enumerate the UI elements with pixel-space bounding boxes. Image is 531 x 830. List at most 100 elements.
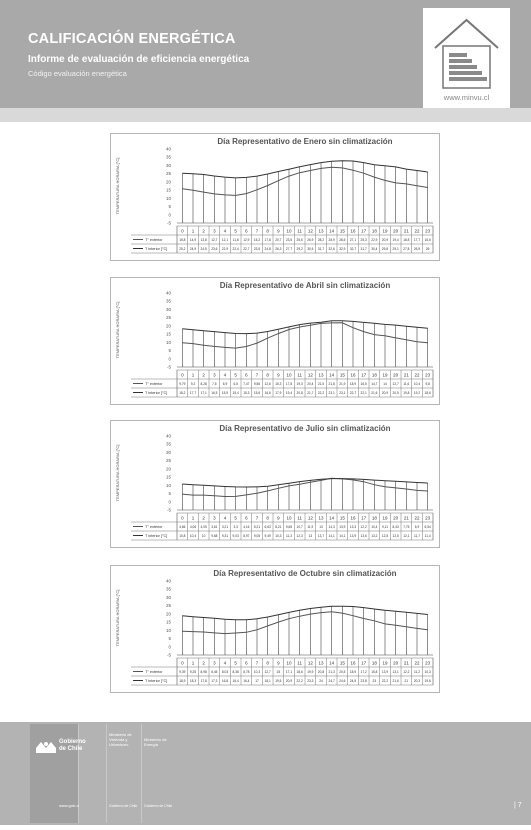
- data-value-label: 21,3: [329, 670, 335, 674]
- data-value-label: 6,63: [265, 525, 271, 529]
- x-tick-label: 2: [202, 373, 205, 378]
- data-value-label: 14,9: [190, 238, 196, 242]
- data-value-label: 19,8: [403, 391, 409, 395]
- y-tick-label: 25: [166, 171, 172, 176]
- data-value-label: 13: [309, 534, 313, 538]
- data-value-label: 12,7: [265, 670, 271, 674]
- series-line-interior: [182, 320, 428, 335]
- y-tick-label: -5: [167, 508, 171, 513]
- data-value-label: 24,6: [339, 679, 345, 683]
- y-tick-label: 35: [166, 587, 172, 592]
- data-value-label: 7,5: [212, 382, 217, 386]
- data-value-label: 17,3: [211, 679, 217, 683]
- data-value-label: 9,2: [191, 382, 196, 386]
- x-tick-label: 1: [192, 373, 195, 378]
- data-value-label: 11,7: [414, 534, 420, 538]
- data-value-label: 9,31: [222, 534, 228, 538]
- data-value-label: 24,7: [329, 679, 335, 683]
- data-value-label: 9,39: [179, 670, 185, 674]
- data-value-label: 15,9: [222, 391, 228, 395]
- y-tick-label: 10: [166, 483, 172, 488]
- footer-logos: Gobierno de Chile Ministerio de Vivienda…: [30, 724, 172, 823]
- data-value-label: 32,7: [350, 247, 356, 251]
- data-value-label: 4,05: [201, 525, 207, 529]
- x-tick-label: 12: [308, 373, 314, 378]
- y-axis-label: TEMPERATURA HORARIA [°C]: [115, 158, 120, 215]
- x-tick-label: 5: [234, 229, 237, 234]
- x-tick-label: 10: [286, 516, 292, 521]
- data-value-label: 13,6: [361, 534, 367, 538]
- data-value-label: 12,2: [403, 670, 409, 674]
- y-tick-label: 10: [166, 196, 172, 201]
- data-value-label: 25,3: [361, 238, 367, 242]
- x-tick-label: 8: [266, 373, 269, 378]
- data-value-label: 8,28: [201, 382, 207, 386]
- chile-coat-of-arms-icon: [36, 742, 56, 753]
- data-value-label: 9,68: [211, 534, 217, 538]
- data-value-label: 20,9: [286, 679, 292, 683]
- x-tick-label: 3: [213, 516, 216, 521]
- chart-title: Día Representativo de Enero sin climatiz…: [217, 137, 392, 146]
- y-tick-label: 30: [166, 450, 172, 455]
- x-tick-label: 18: [372, 661, 378, 666]
- data-value-label: 11,8: [233, 238, 239, 242]
- data-value-label: 9,11: [382, 525, 388, 529]
- data-value-label: 16,5: [211, 391, 217, 395]
- data-value-label: 32,6: [329, 247, 335, 251]
- x-tick-label: 0: [181, 229, 184, 234]
- data-value-label: 27,8: [403, 247, 409, 251]
- footer-minvu-1: Ministerio de: [109, 732, 132, 737]
- data-value-label: 13,9: [382, 670, 388, 674]
- data-value-label: 12,7: [211, 238, 217, 242]
- x-tick-label: 6: [245, 229, 248, 234]
- data-value-label: 17,8: [286, 382, 292, 386]
- y-tick-label: 40: [166, 579, 172, 584]
- data-value-label: 21,7: [307, 391, 313, 395]
- footer-minvu-2: Vivienda y: [109, 737, 127, 742]
- data-value-label: 24,9: [190, 247, 196, 251]
- x-tick-label: 16: [350, 229, 356, 234]
- data-value-label: 28,5: [339, 238, 345, 242]
- data-value-label: 18,1: [265, 679, 271, 683]
- x-tick-label: 9: [277, 373, 280, 378]
- y-tick-label: 0: [168, 644, 171, 649]
- x-tick-label: 3: [213, 661, 216, 666]
- series-line-exterior: [182, 477, 428, 498]
- data-value-label: 17,7: [414, 238, 420, 242]
- data-value-label: 24,5: [350, 679, 356, 683]
- data-value-label: 16,5: [361, 382, 367, 386]
- chart-svg: Día Representativo de Julio sin climatiz…: [115, 424, 434, 541]
- data-value-label: 13,8: [201, 238, 207, 242]
- minvu-url[interactable]: www.minvu.cl: [443, 93, 490, 102]
- x-tick-label: 11: [297, 229, 302, 234]
- x-tick-label: 7: [256, 516, 259, 521]
- data-value-label: 22,9: [222, 247, 228, 251]
- x-tick-label: 20: [393, 516, 399, 521]
- data-value-label: 25,2: [179, 247, 185, 251]
- data-value-label: 10,4: [371, 525, 377, 529]
- data-value-label: 17,8: [265, 238, 271, 242]
- data-value-label: 21,8: [329, 382, 335, 386]
- data-value-label: 17,8: [201, 679, 207, 683]
- y-tick-label: 35: [166, 155, 172, 160]
- data-value-label: 11,4: [425, 534, 431, 538]
- data-value-label: 22,4: [233, 247, 239, 251]
- data-value-label: 15,4: [233, 391, 239, 395]
- x-tick-label: 21: [404, 229, 410, 234]
- x-tick-label: 15: [340, 373, 346, 378]
- x-tick-label: 16: [350, 661, 356, 666]
- y-tick-label: 25: [166, 458, 172, 463]
- data-value-label: 14,1: [329, 534, 335, 538]
- report-header: CALIFICACIÓN ENERGÉTICA Informe de evalu…: [0, 0, 531, 108]
- legend-label: T° exterior: [145, 238, 163, 242]
- data-value-label: 10,8: [179, 534, 185, 538]
- data-value-label: 13,7: [318, 534, 324, 538]
- data-value-label: 22,1: [361, 391, 367, 395]
- data-value-label: 10,4: [414, 382, 420, 386]
- data-value-label: 16,4: [243, 679, 249, 683]
- footer-minvu-3: Urbanismo: [109, 742, 129, 747]
- data-value-label: 20,7: [275, 238, 281, 242]
- legend-label: T° exterior: [145, 382, 163, 386]
- data-value-label: 11,9: [307, 525, 313, 529]
- data-value-label: 21,9: [339, 382, 345, 386]
